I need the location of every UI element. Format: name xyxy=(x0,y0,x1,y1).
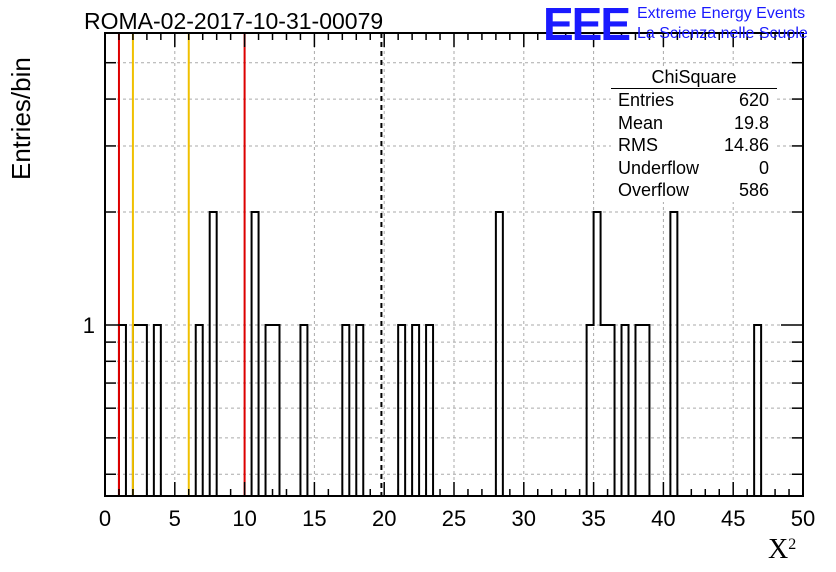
logo-caption-line2: La Scienza nelle Scuole xyxy=(637,25,808,42)
x-tick-label: 45 xyxy=(721,506,745,531)
logo-caption: Extreme Energy Events La Scienza nelle S… xyxy=(637,4,808,44)
histogram-bin xyxy=(252,212,259,496)
stats-label: Mean xyxy=(618,112,664,133)
stats-value: 0 xyxy=(758,157,769,178)
histogram-bin xyxy=(594,212,601,496)
stats-label: Overflow xyxy=(618,180,690,200)
stats-label: Entries xyxy=(618,90,675,110)
y-axis-label: Entries/bin xyxy=(6,57,36,180)
stats-row: Underflow 0 xyxy=(611,157,777,180)
histogram-bin xyxy=(622,325,629,496)
x-tick-label: 0 xyxy=(99,506,111,531)
x-tick-label: 20 xyxy=(372,506,396,531)
stats-value: 586 xyxy=(738,180,769,200)
histogram-bin xyxy=(342,325,349,496)
histogram-bin xyxy=(196,325,203,496)
histogram-bin xyxy=(496,212,503,496)
histogram-bin xyxy=(273,325,280,496)
stats-value: 19.8 xyxy=(733,112,769,133)
histogram-bin xyxy=(133,325,140,496)
stats-value: 620 xyxy=(738,90,769,110)
histogram-bin xyxy=(398,325,405,496)
histogram-bin xyxy=(119,325,126,496)
histogram xyxy=(117,211,763,496)
x-tick-label: 50 xyxy=(791,506,815,531)
stats-title: ChiSquare xyxy=(611,66,777,89)
x-tick-label: 15 xyxy=(302,506,326,531)
stats-label: Underflow xyxy=(618,157,700,178)
x-axis-label: X2 xyxy=(768,534,797,565)
histogram-bin xyxy=(140,325,147,496)
histogram-bin xyxy=(635,325,642,496)
histogram-bin xyxy=(426,325,433,496)
chart-title: ROMA-02-2017-10-31-00079 xyxy=(84,8,384,34)
logo-caption-line1: Extreme Energy Events xyxy=(637,5,806,22)
stats-row: Entries 620 xyxy=(611,89,777,112)
x-tick-label: 35 xyxy=(581,506,605,531)
histogram-bin xyxy=(154,325,161,496)
histogram-bin xyxy=(642,325,649,496)
stats-row: RMS 14.86 xyxy=(611,134,777,157)
histogram-bin xyxy=(300,325,307,496)
x-tick-label: 40 xyxy=(651,506,675,531)
y-tick-label: 1 xyxy=(83,313,95,338)
stats-value: 14.86 xyxy=(723,135,769,155)
reference-lines xyxy=(117,33,383,496)
histogram-bin xyxy=(266,325,273,496)
y-axis: 1 xyxy=(83,61,803,475)
x-axis: 0 5 10 15 20 25 30 35 40 45 50 xyxy=(99,33,815,531)
histogram-bin xyxy=(412,325,419,496)
histogram-bin xyxy=(210,212,217,496)
histogram-bin xyxy=(670,212,677,496)
x-tick-label: 5 xyxy=(169,506,181,531)
x-tick-label: 30 xyxy=(512,506,536,531)
stats-label: RMS xyxy=(618,135,658,155)
eee-logo: EEE xyxy=(543,0,631,50)
stats-row: Mean 19.8 xyxy=(611,112,777,135)
grid-lines xyxy=(105,33,803,496)
histogram-bin xyxy=(587,325,594,496)
stats-row: Overflow 586 xyxy=(611,179,777,202)
histogram-bin xyxy=(356,325,363,496)
x-tick-label: 10 xyxy=(232,506,256,531)
histogram-bin xyxy=(754,325,761,496)
x-tick-label: 25 xyxy=(442,506,466,531)
histogram-bin xyxy=(608,325,615,496)
stats-box: ChiSquare Entries 620 Mean 19.8 RMS 14.8… xyxy=(611,66,777,202)
histogram-bin xyxy=(601,325,608,496)
